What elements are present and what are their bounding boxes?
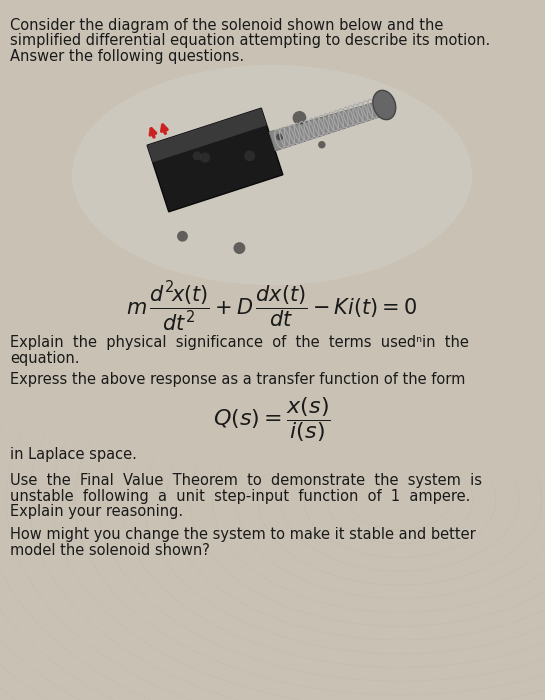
- Polygon shape: [147, 108, 283, 212]
- Text: How might you change the system to make it stable and better: How might you change the system to make …: [10, 528, 476, 542]
- Circle shape: [318, 141, 325, 148]
- Circle shape: [276, 133, 283, 141]
- Circle shape: [177, 231, 188, 241]
- Circle shape: [200, 153, 210, 162]
- Polygon shape: [147, 108, 267, 162]
- Circle shape: [244, 150, 255, 161]
- Text: Explain your reasoning.: Explain your reasoning.: [10, 504, 183, 519]
- Text: simplified differential equation attempting to describe its motion.: simplified differential equation attempt…: [10, 34, 490, 48]
- Text: Use  the  Final  Value  Theorem  to  demonstrate  the  system  is: Use the Final Value Theorem to demonstra…: [10, 473, 482, 488]
- Circle shape: [192, 151, 202, 160]
- Text: $m\,\dfrac{d^2\!x(t)}{dt^2} + D\,\dfrac{dx(t)}{dt} - Ki(t) = 0$: $m\,\dfrac{d^2\!x(t)}{dt^2} + D\,\dfrac{…: [126, 280, 417, 335]
- Circle shape: [293, 111, 306, 125]
- Text: Express the above response as a transfer function of the form: Express the above response as a transfer…: [10, 372, 465, 387]
- Text: in Laplace space.: in Laplace space.: [10, 447, 137, 463]
- Ellipse shape: [72, 65, 472, 285]
- Text: Consider the diagram of the solenoid shown below and the: Consider the diagram of the solenoid sho…: [10, 18, 444, 33]
- Text: model the solenoid shown?: model the solenoid shown?: [10, 543, 210, 558]
- Text: Answer the following questions.: Answer the following questions.: [10, 49, 244, 64]
- Ellipse shape: [373, 90, 396, 120]
- Text: Explain  the  physical  significance  of  the  terms  usedⁿin  the: Explain the physical significance of the…: [10, 335, 469, 350]
- Text: $Q(s) = \dfrac{x(s)}{i(s)}$: $Q(s) = \dfrac{x(s)}{i(s)}$: [213, 395, 331, 444]
- Text: unstable  following  a  unit  step-input  function  of  1  ampere.: unstable following a unit step-input fun…: [10, 489, 470, 503]
- Circle shape: [233, 242, 245, 254]
- Polygon shape: [269, 99, 389, 151]
- Text: equation.: equation.: [10, 351, 80, 365]
